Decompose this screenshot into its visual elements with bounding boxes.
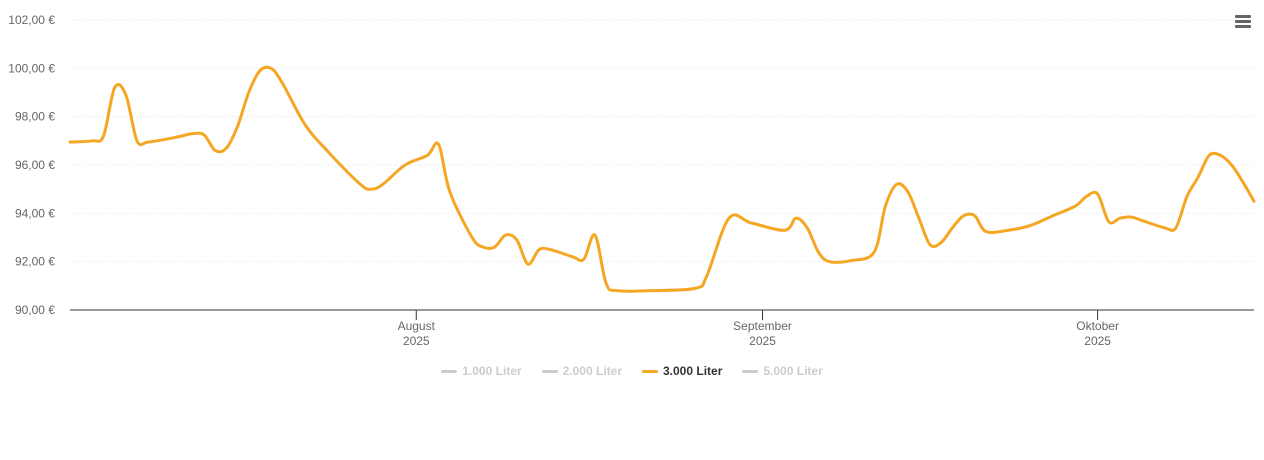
legend-swatch [441, 369, 458, 373]
legend-label: 5.000 Liter [763, 364, 823, 378]
y-tick-label: 94,00 € [15, 206, 55, 220]
y-tick-label: 98,00 € [15, 110, 55, 124]
legend-swatch [642, 369, 658, 373]
y-tick-label: 100,00 € [8, 61, 55, 75]
x-tick-label-year: 2025 [1084, 334, 1111, 348]
y-tick-label: 92,00 € [15, 255, 55, 269]
x-tick-label-month: Oktober [1076, 319, 1119, 333]
legend-label: 1.000 Liter [462, 364, 522, 378]
legend-item-2000[interactable]: 2.000 Liter [541, 364, 622, 378]
legend-item-1000[interactable]: 1.000 Liter [441, 364, 522, 378]
legend-item-3000[interactable]: 3.000 Liter [642, 364, 722, 378]
y-tick-label: 102,00 € [8, 13, 55, 27]
chart-legend: 1.000 Liter 2.000 Liter 3.000 Liter 5.00… [0, 364, 1264, 378]
legend-label: 3.000 Liter [663, 364, 723, 378]
x-tick-label-year: 2025 [749, 334, 776, 348]
legend-swatch [742, 369, 759, 373]
legend-item-5000[interactable]: 5.000 Liter [742, 364, 823, 378]
y-tick-label: 96,00 € [15, 158, 55, 172]
legend-label: 2.000 Liter [562, 364, 622, 378]
y-tick-label: 90,00 € [15, 303, 55, 317]
x-tick-label-month: August [398, 319, 436, 333]
series-line-3000-liter [68, 65, 1256, 293]
legend-swatch [541, 369, 558, 373]
x-tick-label-year: 2025 [403, 334, 430, 348]
hamburger-menu-icon[interactable] [1228, 8, 1258, 36]
x-tick-label-month: September [733, 319, 792, 333]
